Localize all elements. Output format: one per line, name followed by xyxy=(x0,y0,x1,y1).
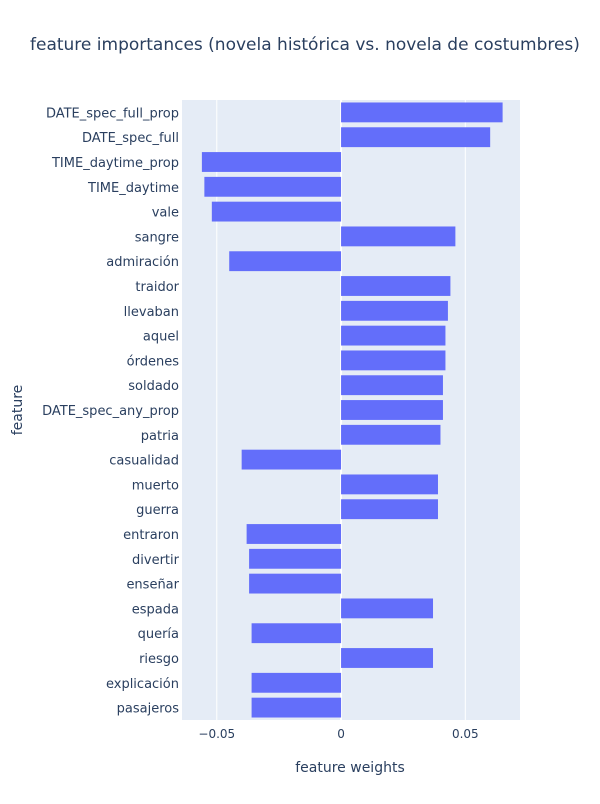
y-tick-label: llevaban xyxy=(124,305,179,320)
y-tick-label: DATE_spec_full_prop xyxy=(46,106,179,121)
y-tick-label: TIME_daytime xyxy=(87,181,179,196)
y-tick-label: vale xyxy=(152,206,179,221)
bar-6 xyxy=(229,251,342,272)
y-tick-label: órdenes xyxy=(127,354,180,369)
bar-8 xyxy=(341,300,448,321)
bar-11 xyxy=(341,375,443,396)
y-tick-label: pasajeros xyxy=(117,702,180,717)
y-tick-label: DATE_spec_any_prop xyxy=(42,404,179,419)
y-axis-title: feature xyxy=(10,385,26,436)
bar-1 xyxy=(341,127,491,148)
x-tick-label: 0 xyxy=(337,727,345,741)
x-tick-label: 0.05 xyxy=(452,727,479,741)
y-tick-label: soldado xyxy=(128,379,179,394)
bar-9 xyxy=(341,325,446,346)
y-tick-label: sangre xyxy=(135,230,179,245)
bar-20 xyxy=(341,598,434,619)
bar-10 xyxy=(341,350,446,371)
y-tick-label: explicación xyxy=(106,677,179,692)
bar-16 xyxy=(341,499,438,520)
x-tick-label: −0.05 xyxy=(198,727,235,741)
y-tick-label: casualidad xyxy=(109,454,179,469)
bar-7 xyxy=(341,276,451,296)
x-axis-title: feature weights xyxy=(295,760,405,776)
y-tick-label: patria xyxy=(141,429,179,444)
bar-13 xyxy=(341,424,441,445)
y-tick-label: traidor xyxy=(135,280,179,295)
y-tick-label: guerra xyxy=(136,503,179,518)
bar-24 xyxy=(251,697,342,718)
y-tick-label: muerto xyxy=(132,478,179,493)
y-tick-label: TIME_daytime_prop xyxy=(51,156,179,171)
bar-4 xyxy=(211,201,342,222)
y-tick-label: entraron xyxy=(123,528,179,543)
bar-3 xyxy=(204,176,342,197)
bar-15 xyxy=(341,474,438,495)
bar-23 xyxy=(251,672,342,693)
y-tick-label: aquel xyxy=(143,330,179,345)
y-tick-label: quería xyxy=(138,627,179,642)
bar-0 xyxy=(341,102,503,123)
bar-14 xyxy=(241,449,342,470)
x-tick-labels: −0.05 0 0.05 xyxy=(198,727,478,741)
bar-21 xyxy=(251,623,342,644)
y-tick-label: admiración xyxy=(106,255,179,270)
y-tick-label: divertir xyxy=(132,553,180,568)
bar-19 xyxy=(249,573,342,594)
bar-17 xyxy=(246,524,342,544)
y-tick-label: espada xyxy=(132,602,179,617)
y-tick-label: enseñar xyxy=(126,578,179,593)
y-tick-label: riesgo xyxy=(139,652,179,667)
chart-title: feature importances (novela histórica vs… xyxy=(30,35,580,55)
bars xyxy=(201,102,503,718)
bar-2 xyxy=(201,152,342,172)
y-tick-labels: DATE_spec_full_prop DATE_spec_full TIME_da… xyxy=(42,106,180,716)
bar-5 xyxy=(341,226,456,247)
y-tick-label: DATE_spec_full xyxy=(82,131,179,146)
bar-12 xyxy=(341,400,443,420)
bar-22 xyxy=(341,648,434,668)
bar-18 xyxy=(249,548,342,569)
